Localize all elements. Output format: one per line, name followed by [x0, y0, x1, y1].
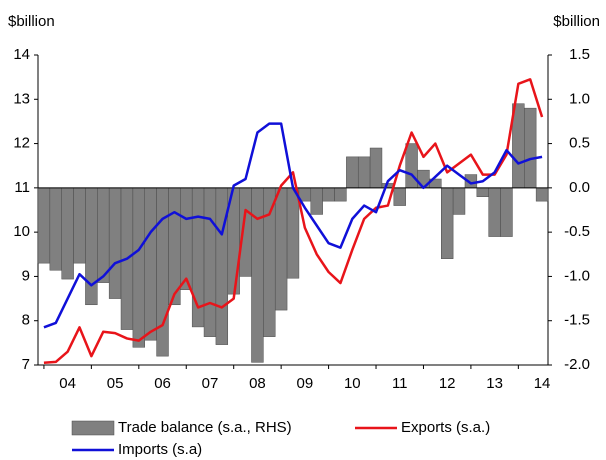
- bar: [512, 103, 525, 189]
- bar: [85, 187, 98, 306]
- bar: [144, 187, 157, 341]
- bar: [441, 187, 454, 259]
- y-tick-label: 12: [13, 135, 30, 152]
- bar: [97, 187, 110, 283]
- y-tick-label: 8: [22, 312, 30, 329]
- y2-tick-label: -2.0: [564, 356, 590, 373]
- x-tick-label: 08: [249, 375, 266, 392]
- legend-label: Exports (s.a.): [401, 419, 490, 436]
- bar: [37, 187, 51, 264]
- x-tick-label: 09: [297, 375, 314, 392]
- bar: [263, 187, 276, 337]
- bar: [215, 187, 229, 345]
- legend-swatch: [71, 420, 115, 436]
- bar: [452, 187, 466, 215]
- x-tick-label: 14: [534, 375, 551, 392]
- bar: [535, 187, 549, 202]
- bar: [500, 187, 513, 237]
- bar: [310, 187, 323, 215]
- bar: [393, 187, 406, 206]
- x-tick-label: 04: [59, 375, 76, 392]
- bar: [346, 156, 359, 189]
- line: [43, 78, 544, 365]
- bar: [334, 187, 347, 202]
- bar: [61, 187, 74, 280]
- y2-tick-label: 0.5: [569, 135, 590, 152]
- bar: [357, 156, 371, 189]
- y-tick-label: 10: [13, 223, 30, 240]
- y-tick-label: 13: [13, 90, 30, 107]
- x-tick-label: 13: [486, 375, 503, 392]
- bar: [369, 147, 383, 189]
- y-tick-label: 11: [14, 179, 30, 196]
- legend-label: Trade balance (s.a., RHS): [118, 419, 292, 436]
- y-tick-label: 7: [22, 356, 30, 373]
- bar: [322, 187, 335, 202]
- x-tick-label: 06: [154, 375, 171, 392]
- x-tick-label: 07: [202, 375, 219, 392]
- bar: [488, 187, 501, 237]
- bar: [49, 187, 62, 271]
- bar: [476, 187, 489, 197]
- bar: [405, 143, 418, 189]
- x-tick-label: 11: [392, 375, 408, 392]
- x-tick-label: 10: [344, 375, 361, 392]
- y2-tick-label: -1.0: [564, 267, 590, 284]
- bar: [286, 187, 300, 279]
- y2-tick-label: 1.0: [569, 90, 590, 107]
- legend-label: Imports (s.a): [118, 441, 202, 458]
- bar: [251, 187, 264, 363]
- y2-tick-label: 1.5: [569, 46, 590, 63]
- bar: [132, 187, 145, 348]
- y2-tick-label: -0.5: [564, 223, 590, 240]
- y-tick-label: 9: [22, 267, 30, 284]
- x-tick-label: 05: [107, 375, 124, 392]
- bar: [108, 187, 122, 299]
- y2-axis-label: $billion: [553, 13, 600, 30]
- line: [43, 122, 543, 329]
- y2-tick-label: 0.0: [569, 179, 590, 196]
- y-axis-label: $billion: [8, 13, 55, 30]
- bar: [180, 187, 193, 290]
- bar: [274, 187, 288, 311]
- y-tick-label: 14: [13, 46, 30, 63]
- y2-tick-label: -1.5: [564, 312, 590, 329]
- bar: [524, 107, 537, 189]
- bar: [203, 187, 217, 337]
- bar: [73, 187, 86, 264]
- bar: [156, 187, 169, 357]
- x-tick-label: 12: [439, 375, 456, 392]
